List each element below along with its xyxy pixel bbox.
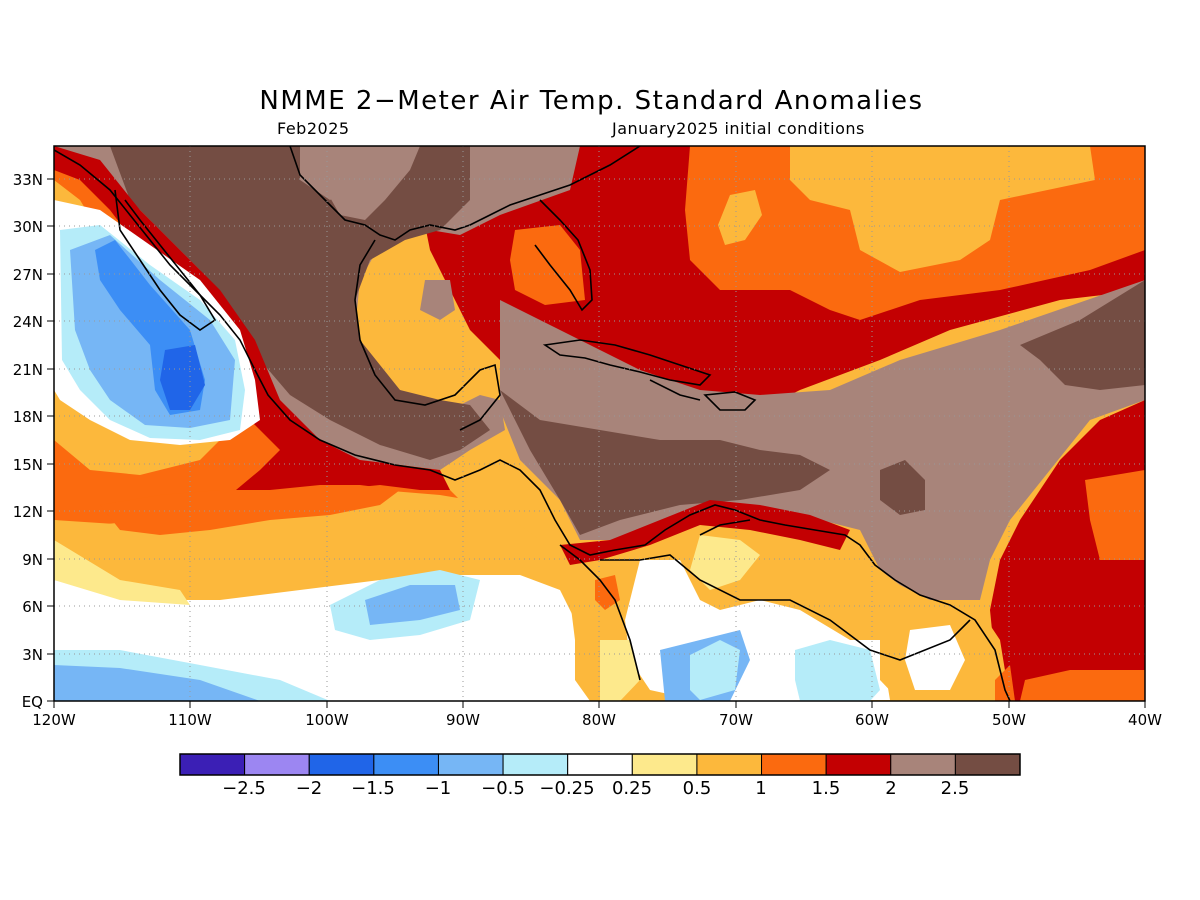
tick-marks <box>47 178 1146 708</box>
colorbar-label: −0.25 <box>539 778 594 799</box>
lat-label: 30N <box>13 218 43 236</box>
colorbar-swatch <box>502 753 569 776</box>
lon-label: 100W <box>305 711 349 729</box>
colorbar-swatch <box>179 753 246 776</box>
lon-label: 50W <box>992 711 1026 729</box>
lon-label: 110W <box>168 711 212 729</box>
coastlines <box>54 146 1011 701</box>
colorbar-swatch <box>437 753 504 776</box>
colorbar-label: −2.5 <box>222 778 266 799</box>
lat-label: 18N <box>13 408 43 426</box>
lon-label: 60W <box>855 711 889 729</box>
gridlines <box>54 146 1145 701</box>
lon-label: 40W <box>1128 711 1162 729</box>
colorbar-label: 2.5 <box>941 778 970 799</box>
lat-label: 21N <box>13 361 43 379</box>
lat-label: 12N <box>13 503 43 521</box>
colorbar-swatch <box>567 753 633 776</box>
lat-label: 33N <box>13 171 43 189</box>
lat-label: 3N <box>22 646 43 664</box>
colorbar-label: −1 <box>425 778 452 799</box>
lat-label: 9N <box>22 551 43 569</box>
colorbar-swatch <box>761 753 827 776</box>
colorbar-swatch <box>890 753 956 776</box>
lat-label: EQ <box>22 693 43 711</box>
lat-label: 15N <box>13 456 43 474</box>
colorbar-swatches <box>179 753 1021 776</box>
colorbar-swatch <box>244 753 310 776</box>
lat-label: 27N <box>13 266 43 284</box>
anomaly-field <box>54 146 1145 701</box>
lat-label: 24N <box>13 313 43 331</box>
colorbar-swatch <box>696 753 763 776</box>
initial-conditions: January2025 initial conditions <box>612 119 865 138</box>
colorbar-label: −1.5 <box>351 778 395 799</box>
lon-label: 80W <box>582 711 616 729</box>
colorbar-swatch <box>631 753 698 776</box>
colorbar-swatch <box>954 753 1021 776</box>
colorbar-frame <box>179 753 1021 776</box>
colorbar-label: 1.5 <box>812 778 841 799</box>
forecast-month: Feb2025 <box>277 119 350 138</box>
colorbar-label: 0.5 <box>683 778 712 799</box>
colorbar-swatch <box>373 753 439 776</box>
colorbar-swatch <box>308 753 375 776</box>
colorbar-label: −2 <box>296 778 323 799</box>
lon-label: 90W <box>446 711 480 729</box>
lon-label: 70W <box>719 711 753 729</box>
colorbar-label: 2 <box>885 778 896 799</box>
colorbar: −2.5 −2 −1.5 −1 −0.5 −0.25 0.25 0.5 1 1.… <box>179 753 1021 799</box>
map-title: NMME 2−Meter Air Temp. Standard Anomalie… <box>259 86 924 116</box>
colorbar-swatch <box>825 753 892 776</box>
lat-label: 6N <box>22 598 43 616</box>
colorbar-label: 0.25 <box>612 778 652 799</box>
colorbar-label: −0.5 <box>481 778 525 799</box>
colorbar-label: 1 <box>755 778 766 799</box>
lon-label: 120W <box>32 711 76 729</box>
colorbar-labels: −2.5 −2 −1.5 −1 −0.5 −0.25 0.25 0.5 1 1.… <box>222 778 969 799</box>
